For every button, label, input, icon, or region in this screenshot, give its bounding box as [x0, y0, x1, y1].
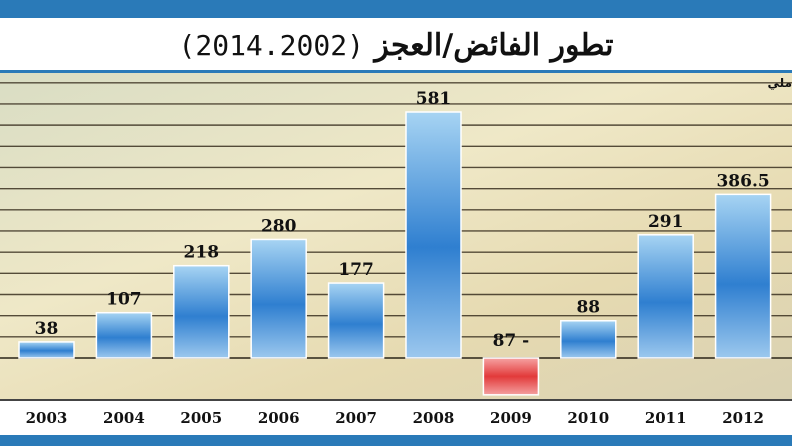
- x-tick-label-2011: 2011: [645, 409, 687, 427]
- data-label-2010: 88: [576, 298, 600, 318]
- bar-2005: [173, 264, 230, 359]
- bar-2010: [560, 319, 617, 359]
- bar-2004: [95, 311, 153, 359]
- data-label-2005: 218: [184, 243, 220, 263]
- x-tick-label-2009: 2009: [490, 409, 532, 427]
- data-label-2011: 291: [648, 212, 684, 232]
- bar-2008: [405, 111, 462, 359]
- data-label-2009: 87 -: [493, 331, 530, 351]
- data-label-2008: 581: [416, 89, 452, 109]
- x-tick-label-2010: 2010: [567, 409, 609, 427]
- bar-2012: [714, 193, 772, 359]
- bottom-stripe: [0, 435, 792, 446]
- top-stripe: [0, 0, 792, 18]
- x-tick-label-2006: 2006: [258, 409, 300, 427]
- chart-title-years: (2014.2002): [178, 29, 364, 62]
- chart-title-text: تطور الفائض/العجز: [374, 28, 614, 63]
- x-axis-band: [0, 399, 792, 437]
- bar-2003: [18, 341, 75, 359]
- title-rule: [0, 70, 792, 73]
- x-tick-label-2007: 2007: [335, 409, 377, 427]
- data-label-2004: 107: [106, 290, 142, 310]
- data-label-2003: 38: [35, 319, 59, 339]
- bar-2009: [482, 357, 540, 396]
- data-label-2006: 280: [261, 216, 297, 236]
- x-tick-label-2004: 2004: [103, 409, 145, 427]
- chart-title: تطور الفائض/العجز (2014.2002): [0, 22, 792, 70]
- bar-2011: [637, 234, 694, 359]
- bar-2006: [250, 238, 307, 359]
- data-label-2012: 386.5: [716, 171, 769, 191]
- x-tick-label-2012: 2012: [722, 409, 764, 427]
- bar-2007: [327, 282, 385, 359]
- x-tick-label-2003: 2003: [26, 409, 68, 427]
- data-label-2007: 177: [338, 260, 374, 280]
- x-tick-label-2005: 2005: [180, 409, 222, 427]
- x-tick-label-2008: 2008: [413, 409, 455, 427]
